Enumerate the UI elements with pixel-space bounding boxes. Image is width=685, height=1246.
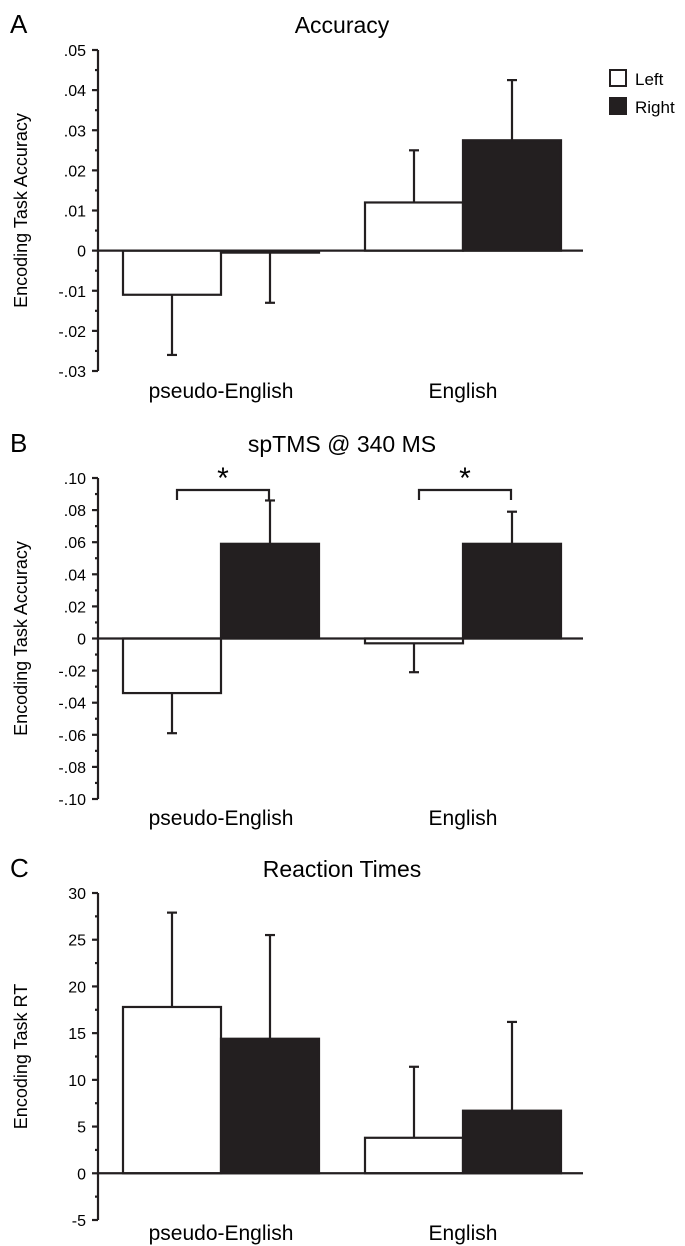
y-tick-label: .06 — [64, 535, 86, 552]
y-tick-label: .03 — [64, 123, 86, 140]
bar-right-english — [461, 1109, 563, 1175]
x-category-label: pseudo-English — [149, 807, 294, 830]
bar-left-pseudo-english — [121, 249, 223, 296]
y-tick-label: .02 — [64, 599, 86, 616]
y-tick-label: -.02 — [58, 324, 86, 341]
y-tick-label: 0 — [77, 1166, 86, 1183]
bar-right-english — [461, 139, 563, 252]
y-tick-label: 25 — [68, 933, 86, 950]
y-tick-label: .02 — [64, 163, 86, 180]
legend: Left Right — [609, 69, 675, 117]
legend-label-left: Left — [635, 70, 664, 89]
y-tick-label: -.01 — [58, 284, 86, 301]
significance-star: * — [217, 462, 229, 495]
bar-left-english — [363, 1136, 465, 1175]
bar-left-pseudo-english — [121, 1005, 223, 1175]
bar-left-english — [363, 201, 465, 252]
chart-panel-C: C Reaction Times Encoding Task RT 30 25 20 15 1… — [10, 853, 583, 1245]
chart-panel-A: A Accuracy Encoding Task Accuracy .05 .04 .03… — [10, 9, 583, 403]
chart-title: Accuracy — [295, 12, 390, 38]
y-tick-label: .05 — [64, 43, 86, 60]
x-category-label: English — [429, 380, 498, 403]
y-tick-label: -.04 — [58, 696, 86, 713]
significance-bracket — [417, 488, 513, 500]
panel-letter: C — [10, 853, 29, 883]
y-tick-label: .04 — [64, 83, 86, 100]
y-tick-label: .10 — [64, 471, 86, 488]
panel-letter: A — [10, 9, 28, 39]
y-axis-label: Encoding Task RT — [11, 984, 31, 1129]
panel-letter: B — [10, 428, 27, 458]
y-tick-label: 0 — [77, 244, 86, 261]
x-category-label: English — [429, 1222, 498, 1245]
legend-swatch-right — [609, 97, 627, 115]
y-tick-label: -.10 — [58, 792, 86, 809]
y-tick-label: -.03 — [58, 364, 86, 381]
significance-star: * — [459, 462, 471, 495]
y-tick-label: -.06 — [58, 728, 86, 745]
y-tick-label: 15 — [68, 1026, 86, 1043]
y-tick-label: .04 — [64, 567, 86, 584]
y-tick-label: .08 — [64, 503, 86, 520]
y-tick-label: 0 — [77, 632, 86, 649]
legend-swatch-left — [609, 69, 627, 87]
bar-right-english — [461, 542, 563, 640]
y-tick-label: 30 — [68, 886, 86, 903]
y-tick-label: 20 — [68, 979, 86, 996]
significance-bracket — [175, 488, 271, 500]
chart-title: spTMS @ 340 MS — [248, 431, 436, 457]
y-tick-label: -5 — [72, 1213, 86, 1230]
y-tick-label: 10 — [68, 1073, 86, 1090]
legend-label-right: Right — [635, 98, 675, 117]
x-category-label: pseudo-English — [149, 1222, 294, 1245]
bar-left-pseudo-english — [121, 637, 223, 695]
y-axis-label: Encoding Task Accuracy — [11, 541, 31, 736]
y-tick-label: 5 — [77, 1120, 86, 1137]
bar-right-pseudo-english — [219, 542, 321, 640]
bar-right-pseudo-english — [219, 1037, 321, 1175]
y-axis-label: Encoding Task Accuracy — [11, 113, 31, 308]
chart-title: Reaction Times — [263, 856, 422, 882]
y-tick-label: .01 — [64, 204, 86, 221]
x-category-label: pseudo-English — [149, 380, 294, 403]
y-tick-label: -.02 — [58, 664, 86, 681]
y-tick-label: -.08 — [58, 760, 86, 777]
x-category-label: English — [429, 807, 498, 830]
